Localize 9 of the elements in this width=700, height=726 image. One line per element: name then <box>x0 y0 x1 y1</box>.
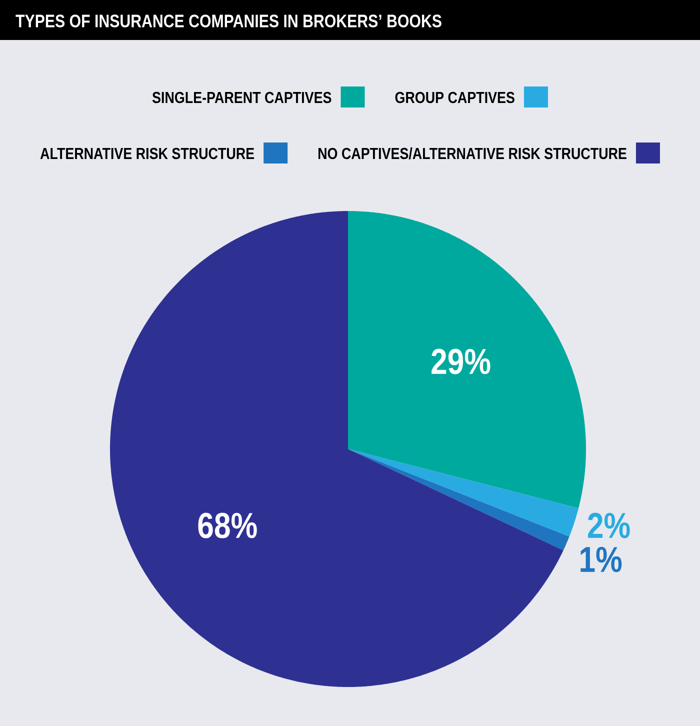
data-label: 29% <box>432 348 490 374</box>
chart-title: TYPES OF INSURANCE COMPANIES IN BROKERS’ BOOKS <box>16 14 442 28</box>
data-label: 68% <box>198 512 257 538</box>
data-label: 1% <box>580 546 622 572</box>
legend-label: GROUP CAPTIVES <box>395 92 514 104</box>
data-label: 2% <box>588 512 630 538</box>
legend-label: ALTERNATIVE RISK STRUCTURE <box>40 148 254 160</box>
legend-label: SINGLE-PARENT CAPTIVES <box>152 92 332 104</box>
legend-label: NO CAPTIVES/ALTERNATIVE RISK STRUCTURE <box>318 147 626 160</box>
